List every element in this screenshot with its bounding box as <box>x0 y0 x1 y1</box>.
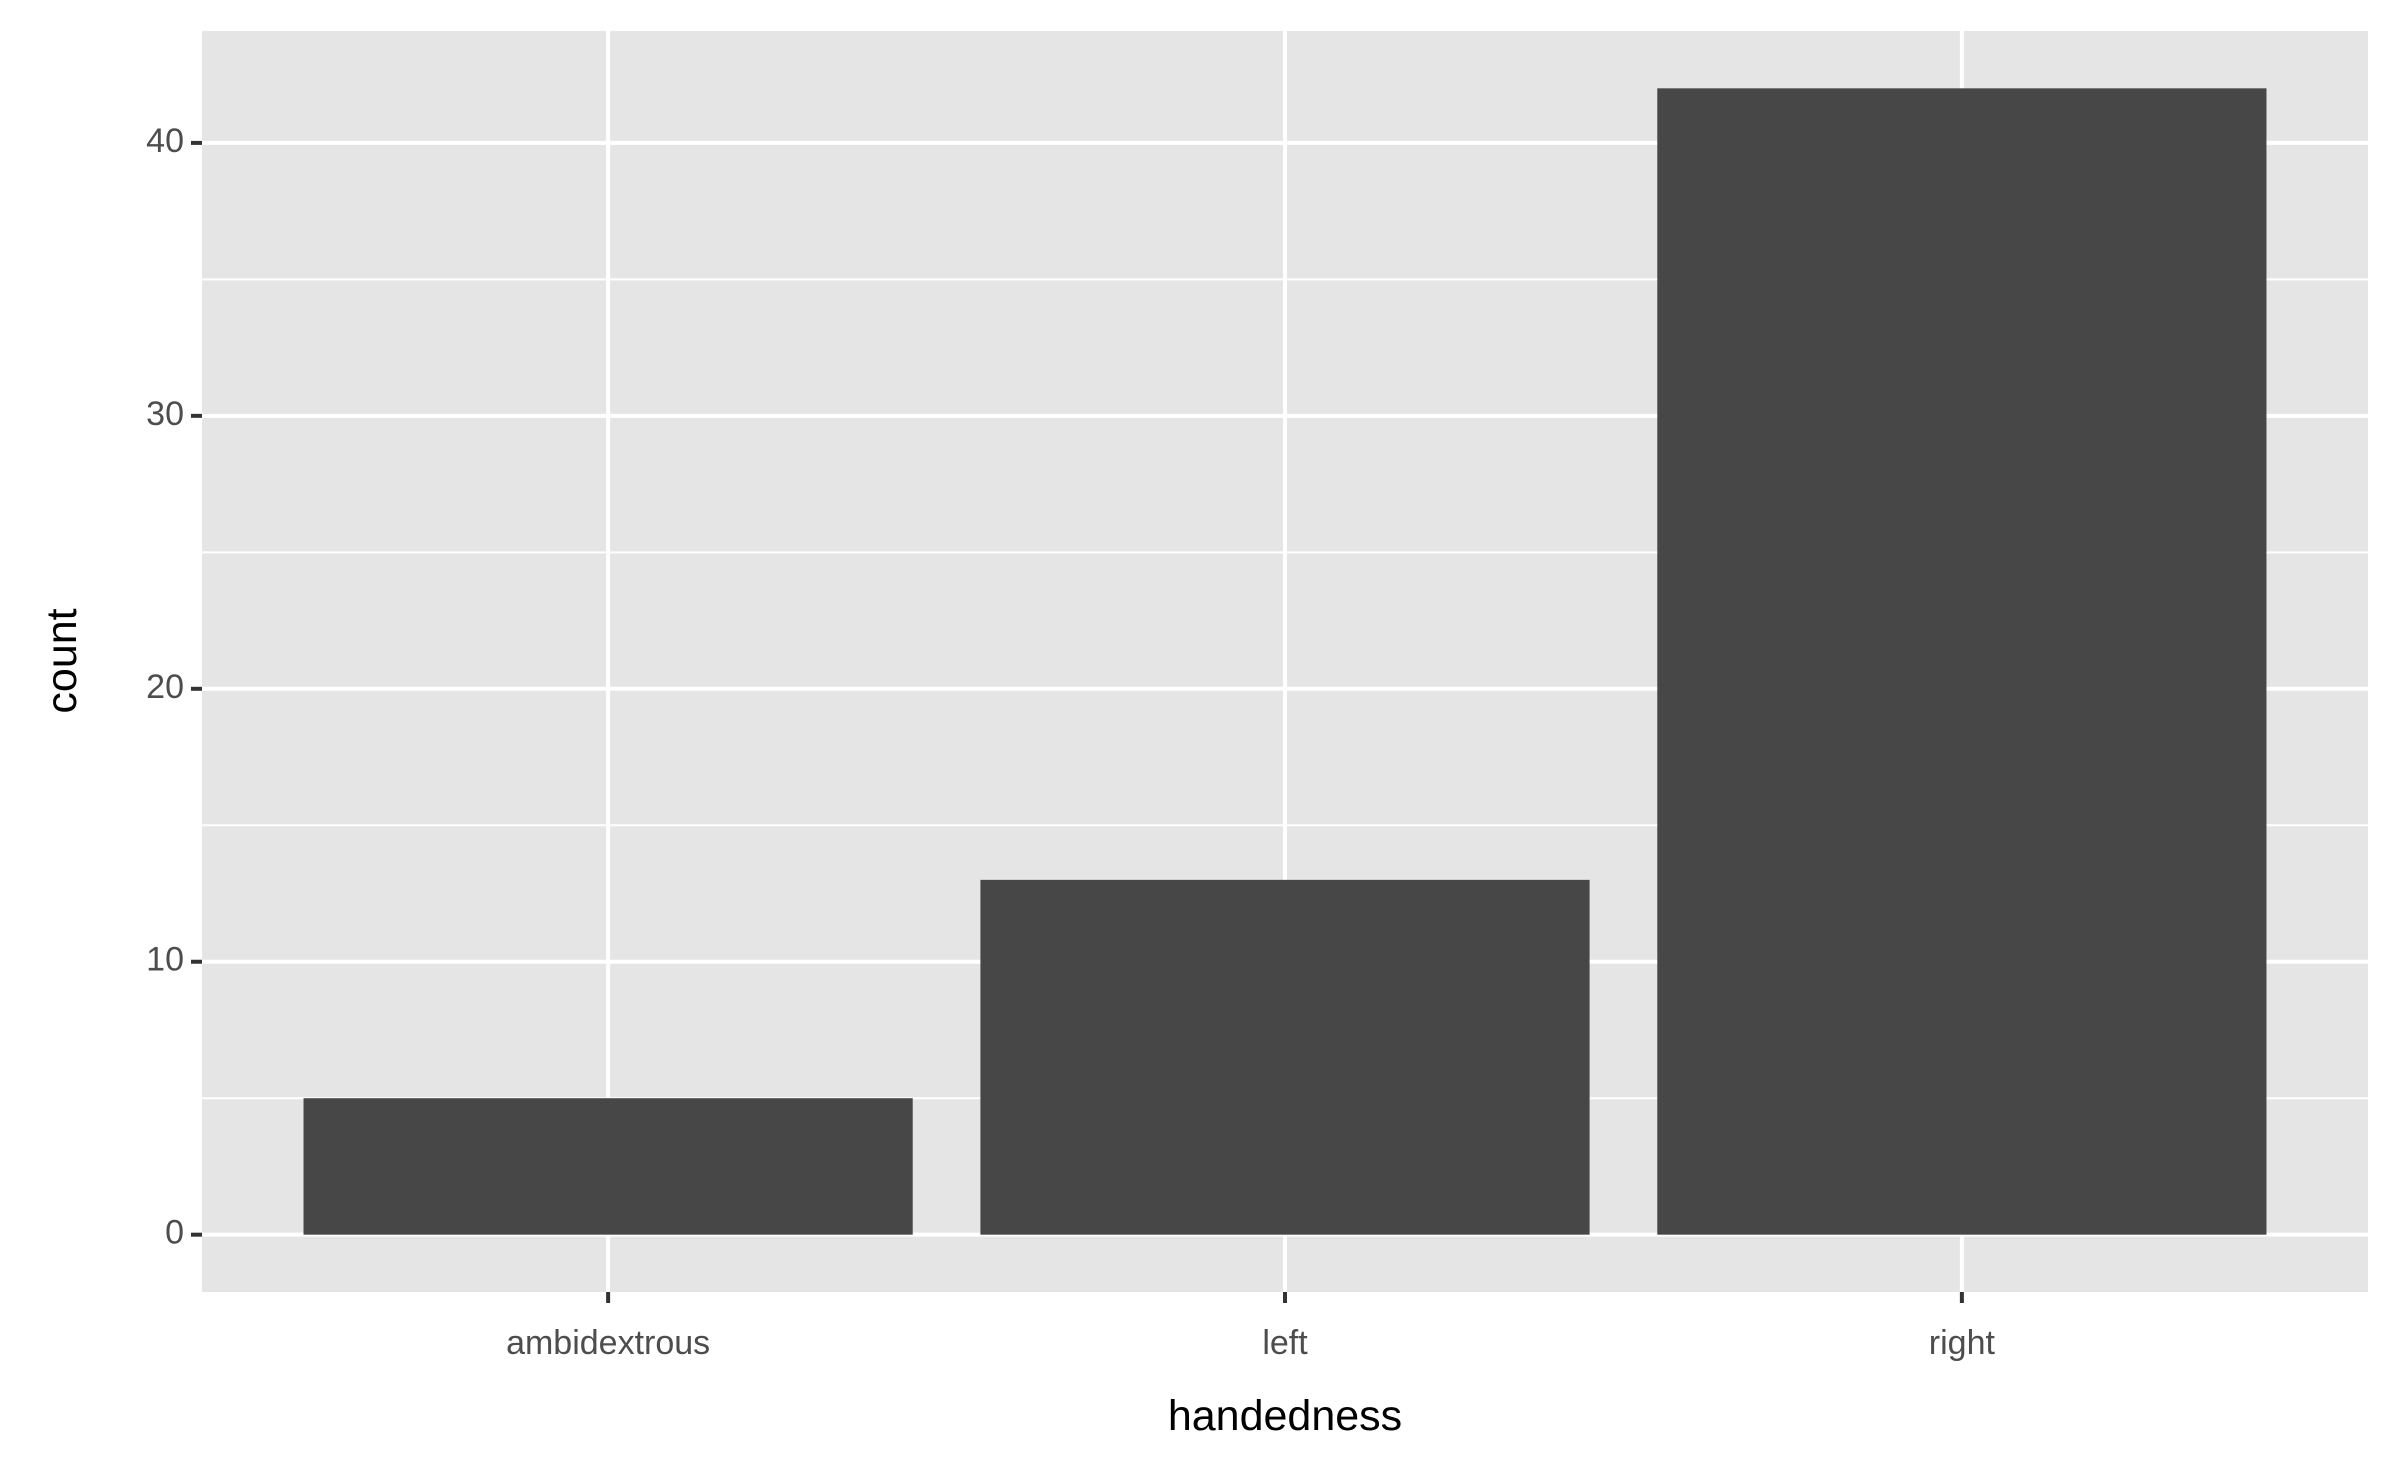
x-tick-label: right <box>1929 1324 1996 1362</box>
y-tick-label: 20 <box>146 668 184 706</box>
bar <box>303 1098 913 1235</box>
bar <box>980 879 1590 1235</box>
x-tick-label: ambidextrous <box>506 1324 710 1362</box>
y-tick-label: 30 <box>146 395 184 433</box>
y-tick-label: 10 <box>146 941 184 979</box>
bar <box>1657 88 2267 1235</box>
y-axis-title: count <box>38 608 86 713</box>
x-axis-title: handedness <box>1168 1392 1402 1440</box>
y-tick-label: 40 <box>146 122 184 160</box>
x-tick-label: left <box>1262 1324 1308 1362</box>
y-tick-label: 0 <box>165 1214 184 1252</box>
